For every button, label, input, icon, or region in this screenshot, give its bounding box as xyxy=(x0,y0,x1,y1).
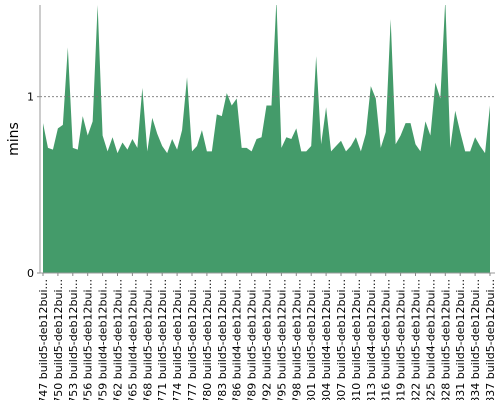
x-tick-label: #786 build4-deb12bui... xyxy=(231,279,244,400)
x-tick-label: #762 build5-deb12bui... xyxy=(112,279,125,400)
area xyxy=(43,5,490,273)
y-axis-label: mins xyxy=(6,122,22,156)
x-tick-label: #795 build5-deb12bui... xyxy=(275,279,288,400)
x-tick-label: #750 build5-deb12bui... xyxy=(52,279,65,400)
x-tick-label: #819 build5-deb12bui... xyxy=(395,279,408,400)
x-tick-label: #780 build5-deb12bui... xyxy=(201,279,214,400)
x-tick-label: #825 build4-deb12bui... xyxy=(424,279,437,400)
x-tick-label: #777 build5-deb12bui... xyxy=(186,279,199,400)
x-tick-label: #747 build5-deb12bui... xyxy=(37,279,50,400)
x-tick-label: #756 build5-deb12bui... xyxy=(82,279,95,400)
x-tick-label: #765 build4-deb12bui... xyxy=(126,279,139,400)
x-tick-label: #816 build5-deb12bui... xyxy=(380,279,393,400)
x-tick-label: #807 build5-deb12bui... xyxy=(335,279,348,400)
x-tick-label: #783 build5-deb12bui... xyxy=(216,279,229,400)
x-tick-label: #759 build4-deb12bui... xyxy=(97,279,110,400)
plot-area xyxy=(43,5,490,273)
x-tick-label: #831 build5-deb12bui... xyxy=(454,279,467,400)
x-tick-label: #789 build5-deb12bui... xyxy=(246,279,259,400)
x-tick-label: #768 build5-deb12bui... xyxy=(141,279,154,400)
y-tick-label: 1 xyxy=(27,91,34,104)
x-tick-label: #810 build5-deb12bui... xyxy=(350,279,363,400)
x-tick-label: #828 build5-deb12bui... xyxy=(439,279,452,400)
x-tick-label: #834 build5-deb12bui... xyxy=(469,279,482,400)
x-tick-label: #774 build5-deb12bui... xyxy=(171,279,184,400)
x-tick-label: #771 build5-deb12bui... xyxy=(156,279,169,400)
x-tick-label: #753 build5-deb12bui... xyxy=(67,279,80,400)
x-tick-label: #798 build5-deb12bui... xyxy=(290,279,303,400)
x-tick-label: #804 build4-deb12bui... xyxy=(320,279,333,400)
x-tick-label: #822 build5-deb12bui... xyxy=(410,279,423,400)
x-tick-label: #813 build4-deb12bui... xyxy=(365,279,378,400)
x-tick-label: #801 build5-deb12bui... xyxy=(305,279,318,400)
x-tick-label: #792 build5-deb12bui... xyxy=(261,279,274,400)
x-tick-label: #837 build5-deb12bui... xyxy=(484,279,497,400)
y-tick-label: 0 xyxy=(27,267,34,280)
